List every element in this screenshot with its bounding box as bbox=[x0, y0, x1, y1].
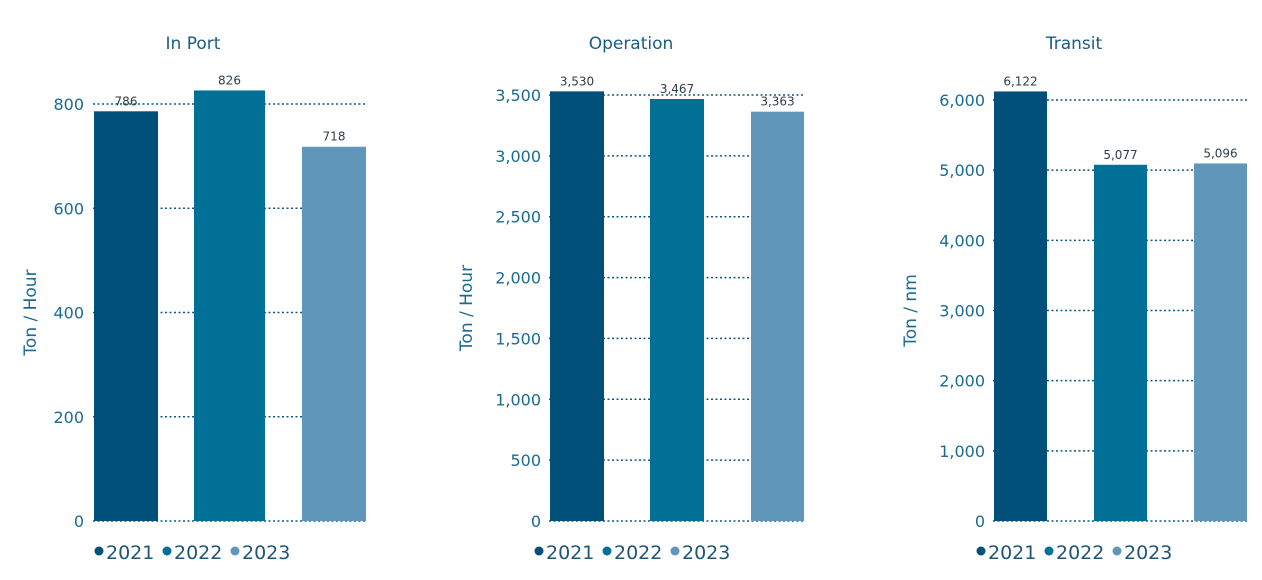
data-label: 3,363 bbox=[760, 95, 794, 109]
chart-transit-svg: Transit Ton / nm 0 1,000 2,000 3,000 4,000 5,00… bbox=[901, 34, 1248, 564]
legend-marker-2022 bbox=[602, 546, 612, 556]
chart-title: Operation bbox=[589, 34, 674, 54]
y-tick-label: 600 bbox=[53, 199, 84, 218]
y-tick-label: 0 bbox=[74, 512, 84, 531]
legend-marker-2021 bbox=[534, 546, 544, 556]
y-tick-label: 3,000 bbox=[939, 302, 985, 321]
y-tick-label: 2,500 bbox=[495, 208, 541, 227]
y-tick-label: 6,000 bbox=[939, 91, 985, 110]
y-tick-label: 5,000 bbox=[939, 161, 985, 180]
bar-2022 bbox=[650, 99, 704, 521]
y-axis-label: Ton / nm bbox=[901, 274, 921, 348]
y-tick-label: 800 bbox=[53, 95, 84, 114]
legend-entry: 2021 bbox=[546, 542, 594, 564]
legend-marker-2021 bbox=[94, 546, 104, 556]
data-label: 3,467 bbox=[660, 82, 694, 96]
data-label: 826 bbox=[218, 73, 241, 87]
bar-2021 bbox=[550, 91, 604, 521]
y-tick-label: 2,000 bbox=[939, 372, 985, 391]
legend-entry: 2023 bbox=[682, 542, 730, 564]
legend-entry: 2023 bbox=[242, 542, 290, 564]
legend-marker-2023 bbox=[230, 546, 240, 556]
data-label: 3,530 bbox=[560, 74, 594, 88]
y-axis-label: Ton / Hour bbox=[457, 265, 477, 352]
bar-2021 bbox=[994, 91, 1047, 521]
y-tick-label: 0 bbox=[531, 512, 541, 531]
chart-title: Transit bbox=[1045, 34, 1103, 54]
y-tick-label: 0 bbox=[975, 512, 985, 531]
legend-entry: 2021 bbox=[106, 542, 154, 564]
y-tick-label: 3,500 bbox=[495, 86, 541, 105]
bar-2023 bbox=[751, 111, 804, 521]
y-tick-label: 2,000 bbox=[495, 269, 541, 288]
data-label: 5,096 bbox=[1203, 146, 1237, 160]
legend-entry: 2022 bbox=[174, 542, 222, 564]
bar-2023 bbox=[1194, 163, 1247, 521]
y-tick-label: 1,000 bbox=[495, 390, 541, 409]
data-label: 786 bbox=[115, 94, 138, 108]
legend-marker-2021 bbox=[976, 546, 986, 556]
chart-operation-svg: Operation Ton / Hour 0 500 1,000 1,500 2,000 2,… bbox=[457, 34, 805, 564]
legend-marker-2022 bbox=[1044, 546, 1054, 556]
bar-2022 bbox=[194, 90, 265, 521]
y-tick-label: 3,000 bbox=[495, 147, 541, 166]
legend-marker-2023 bbox=[1112, 546, 1122, 556]
y-tick-label: 500 bbox=[510, 451, 541, 470]
bar-2021 bbox=[94, 111, 158, 522]
y-tick-label: 1,000 bbox=[939, 442, 985, 461]
legend-entry: 2023 bbox=[1124, 542, 1172, 564]
chart-in-port-svg: In Port Ton / Hour 0 200 400 600 800 786 826 718 2… bbox=[21, 34, 367, 564]
y-tick-label: 200 bbox=[53, 408, 84, 427]
y-tick-label: 1,500 bbox=[495, 329, 541, 348]
chart-in-port: In Port Ton / Hour 0 200 400 600 800 786 826 718 2… bbox=[0, 0, 420, 580]
y-tick-label: 400 bbox=[53, 304, 84, 323]
chart-title: In Port bbox=[166, 34, 221, 54]
chart-operation: Operation Ton / Hour 0 500 1,000 1,500 2,000 2,… bbox=[420, 0, 840, 580]
legend-marker-2023 bbox=[670, 546, 680, 556]
bar-2023 bbox=[302, 146, 366, 521]
data-label: 6,122 bbox=[1003, 74, 1037, 88]
y-axis-label: Ton / Hour bbox=[21, 269, 41, 356]
legend-entry: 2022 bbox=[1056, 542, 1104, 564]
legend-entry: 2022 bbox=[614, 542, 662, 564]
data-label: 5,077 bbox=[1103, 148, 1137, 162]
chart-transit: Transit Ton / nm 0 1,000 2,000 3,000 4,000 5,00… bbox=[840, 0, 1262, 580]
legend-entry: 2021 bbox=[988, 542, 1036, 564]
data-label: 718 bbox=[323, 130, 346, 144]
y-tick-label: 4,000 bbox=[939, 231, 985, 250]
bar-2022 bbox=[1094, 164, 1147, 521]
legend-marker-2022 bbox=[162, 546, 172, 556]
